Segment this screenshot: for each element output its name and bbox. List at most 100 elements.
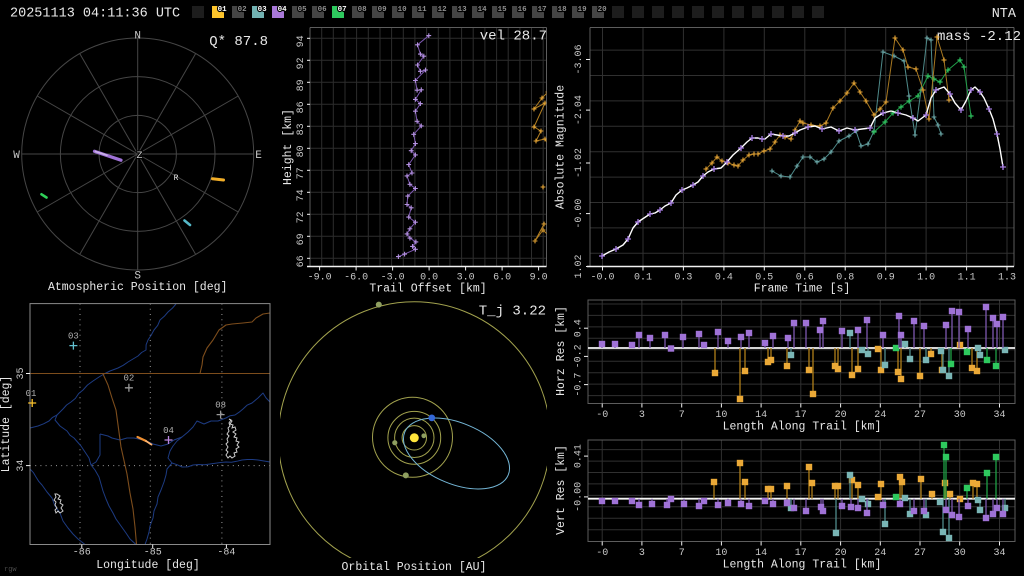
svg-text:35: 35 xyxy=(16,367,27,379)
svg-text:-6.0: -6.0 xyxy=(344,273,368,284)
svg-text:1.1: 1.1 xyxy=(958,273,976,284)
svg-text:89: 89 xyxy=(296,79,307,91)
svg-text:3.0: 3.0 xyxy=(457,273,475,284)
svg-text:T_j 3.22: T_j 3.22 xyxy=(479,304,546,320)
svg-text:24: 24 xyxy=(874,548,886,559)
svg-text:14: 14 xyxy=(478,6,488,14)
svg-text:-2.04: -2.04 xyxy=(574,95,585,125)
svg-text:Q* 87.8: Q* 87.8 xyxy=(209,34,268,50)
svg-text:Longitude [deg]: Longitude [deg] xyxy=(96,559,200,572)
svg-text:NTA: NTA xyxy=(992,7,1017,22)
svg-text:19: 19 xyxy=(578,6,588,14)
svg-text:-0.00: -0.00 xyxy=(574,199,585,229)
svg-text:17: 17 xyxy=(538,6,547,14)
svg-text:-3.06: -3.06 xyxy=(574,44,585,74)
svg-text:24: 24 xyxy=(874,410,886,421)
svg-text:30: 30 xyxy=(954,548,966,559)
svg-text:-84: -84 xyxy=(217,548,235,559)
svg-text:12: 12 xyxy=(438,6,448,14)
svg-text:94: 94 xyxy=(296,35,307,47)
svg-text:-86: -86 xyxy=(73,548,91,559)
svg-text:09: 09 xyxy=(378,6,388,14)
svg-text:07: 07 xyxy=(338,6,347,14)
svg-text:74: 74 xyxy=(296,189,307,201)
svg-text:0.4: 0.4 xyxy=(574,319,585,337)
svg-text:rgw: rgw xyxy=(4,566,17,574)
svg-text:16: 16 xyxy=(518,6,528,14)
svg-text:-0.0: -0.0 xyxy=(590,273,614,284)
svg-text:17: 17 xyxy=(795,548,807,559)
svg-text:15: 15 xyxy=(498,6,508,14)
svg-text:30: 30 xyxy=(954,410,966,421)
svg-text:-1.02: -1.02 xyxy=(574,148,585,178)
svg-text:72: 72 xyxy=(296,211,307,223)
svg-text:0.0: 0.0 xyxy=(420,273,438,284)
svg-text:77: 77 xyxy=(296,167,307,179)
svg-text:0.3: 0.3 xyxy=(674,273,692,284)
svg-text:0.5: 0.5 xyxy=(755,273,773,284)
svg-text:-0: -0 xyxy=(596,410,608,421)
svg-text:20: 20 xyxy=(598,6,608,14)
svg-text:04: 04 xyxy=(278,6,288,14)
svg-text:0.1: 0.1 xyxy=(634,273,652,284)
svg-text:-0.7: -0.7 xyxy=(574,373,585,397)
svg-text:Length Along Trail [km]: Length Along Trail [km] xyxy=(723,421,882,434)
svg-text:1.3: 1.3 xyxy=(998,273,1016,284)
svg-text:Atmospheric Position [deg]: Atmospheric Position [deg] xyxy=(48,281,227,294)
svg-text:Absolute Magnitude: Absolute Magnitude xyxy=(555,85,568,209)
svg-text:-0: -0 xyxy=(596,548,608,559)
svg-text:S: S xyxy=(134,271,141,283)
svg-text:0.8: 0.8 xyxy=(836,273,854,284)
svg-text:66: 66 xyxy=(296,255,307,267)
svg-text:-3.0: -3.0 xyxy=(381,273,405,284)
svg-text:13: 13 xyxy=(458,6,468,14)
svg-text:18: 18 xyxy=(558,6,568,14)
svg-text:3: 3 xyxy=(639,548,645,559)
svg-text:05: 05 xyxy=(298,6,308,14)
svg-text:Orbital Position [AU]: Orbital Position [AU] xyxy=(342,561,487,574)
svg-text:9.0: 9.0 xyxy=(530,273,548,284)
svg-text:14: 14 xyxy=(755,410,767,421)
svg-text:R: R xyxy=(174,174,179,183)
svg-text:34: 34 xyxy=(993,548,1005,559)
svg-text:27: 27 xyxy=(914,548,926,559)
svg-text:34: 34 xyxy=(993,410,1005,421)
svg-text:11: 11 xyxy=(418,6,428,14)
svg-text:W: W xyxy=(13,150,20,162)
svg-text:27: 27 xyxy=(914,410,926,421)
svg-text:Length Along Trail [km]: Length Along Trail [km] xyxy=(723,559,882,572)
svg-text:03: 03 xyxy=(68,332,79,342)
svg-text:Latitude [deg]: Latitude [deg] xyxy=(0,376,13,473)
svg-text:83: 83 xyxy=(296,123,307,135)
svg-text:02: 02 xyxy=(123,374,134,384)
svg-text:Frame Time [s]: Frame Time [s] xyxy=(754,283,851,296)
svg-text:17: 17 xyxy=(795,410,807,421)
svg-text:08: 08 xyxy=(215,401,226,411)
svg-text:08: 08 xyxy=(358,6,368,14)
svg-text:Horz Res [km]: Horz Res [km] xyxy=(555,306,568,396)
svg-text:6.0: 6.0 xyxy=(493,273,511,284)
svg-text:0.6: 0.6 xyxy=(796,273,814,284)
svg-text:14: 14 xyxy=(755,548,767,559)
svg-text:vel 28.7: vel 28.7 xyxy=(480,29,547,45)
svg-text:92: 92 xyxy=(296,57,307,69)
svg-text:-85: -85 xyxy=(144,548,162,559)
svg-text:0.4: 0.4 xyxy=(715,273,733,284)
svg-text:10: 10 xyxy=(715,548,727,559)
svg-text:86: 86 xyxy=(296,101,307,113)
svg-text:03: 03 xyxy=(258,6,268,14)
svg-text:E: E xyxy=(255,150,262,162)
svg-text:Z: Z xyxy=(136,151,142,162)
svg-text:0.41: 0.41 xyxy=(574,444,585,468)
svg-text:N: N xyxy=(134,31,141,43)
svg-text:80: 80 xyxy=(296,145,307,157)
svg-text:20: 20 xyxy=(835,410,847,421)
svg-text:10: 10 xyxy=(398,6,408,14)
svg-text:Trail Offset [km]: Trail Offset [km] xyxy=(369,283,486,296)
svg-text:7: 7 xyxy=(679,410,685,421)
svg-text:04: 04 xyxy=(163,426,174,436)
svg-text:-9.0: -9.0 xyxy=(308,273,332,284)
svg-text:20: 20 xyxy=(835,548,847,559)
svg-text:01: 01 xyxy=(218,6,228,14)
svg-text:02: 02 xyxy=(238,6,248,14)
